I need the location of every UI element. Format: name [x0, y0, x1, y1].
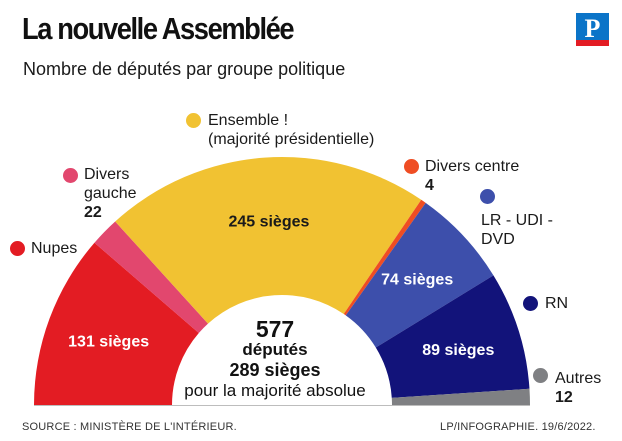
divers-gauche-value: 22	[84, 204, 102, 221]
slice-label-rn: 89 sièges	[422, 342, 494, 359]
divers-gauche-dot	[63, 168, 78, 183]
divers-gauche-line1: Divers	[84, 166, 130, 183]
divers-centre-value: 4	[425, 177, 434, 194]
slice-ensemble	[115, 157, 422, 324]
divers-gauche-line2: gauche	[84, 185, 137, 202]
lr-udi-dvd-label: LR - UDI - DVD	[481, 211, 553, 249]
nupes-dot	[10, 241, 25, 256]
slice-rn	[375, 275, 530, 398]
le-parisien-logo-icon: P	[576, 13, 609, 46]
slice-label-ensemble: 245 sièges	[228, 213, 309, 230]
slice-autres	[391, 388, 530, 405]
slice-label-lr_udi_dvd: 74 sièges	[381, 272, 453, 289]
divers-centre-dot	[404, 159, 419, 174]
hemicycle-slices	[34, 157, 530, 406]
hemicycle-slice-labels: 131 sièges 245 sièges 74 sièges 89 sièges	[68, 213, 494, 359]
ensemble-label: Ensemble ! (majorité présidentielle)	[208, 111, 374, 149]
lr-udi-dvd-line1: LR - UDI -	[481, 212, 553, 229]
rn-label: RN	[545, 294, 568, 313]
ensemble-line2: (majorité présidentielle)	[208, 131, 375, 148]
slice-divers_centre	[343, 199, 426, 316]
autres-dot	[533, 368, 548, 383]
ensemble-line1: Ensemble !	[208, 112, 289, 129]
logo-letter: P	[585, 14, 601, 43]
majority-seats: 289 sièges	[229, 360, 321, 380]
chart-subtitle: Nombre de députés par groupe politique	[23, 59, 346, 79]
lr-udi-dvd-line2: DVD	[481, 231, 515, 248]
rn-dot	[523, 296, 538, 311]
nupes-name: Nupes	[31, 240, 78, 257]
chart-title: La nouvelle Assemblée	[22, 11, 295, 46]
ensemble-dot	[186, 113, 201, 128]
credit-note: LP/INFOGRAPHIE. 19/6/2022.	[440, 421, 596, 433]
divers-centre-label: Divers centre 4	[425, 157, 519, 195]
source-note: SOURCE : MINISTÈRE DE L'INTÉRIEUR.	[22, 421, 237, 433]
slice-nupes	[34, 242, 199, 405]
divers-centre-name: Divers centre	[425, 158, 520, 175]
slice-label-nupes: 131 sièges	[68, 333, 149, 350]
nupes-label: Nupes	[31, 239, 77, 258]
total-seats: 577	[255, 316, 295, 342]
total-label: députés	[242, 340, 308, 359]
divers-gauche-label: Divers gauche 22	[84, 165, 137, 222]
majority-label: pour la majorité absolue	[184, 381, 366, 400]
autres-label: Autres 12	[555, 369, 601, 407]
autres-value: 12	[555, 389, 573, 406]
slice-divers_gauche	[94, 221, 209, 334]
lr-udi-dvd-dot	[480, 189, 495, 204]
rn-name: RN	[545, 295, 569, 312]
slice-lr_udi_dvd	[345, 202, 494, 348]
autres-name: Autres	[555, 370, 602, 387]
